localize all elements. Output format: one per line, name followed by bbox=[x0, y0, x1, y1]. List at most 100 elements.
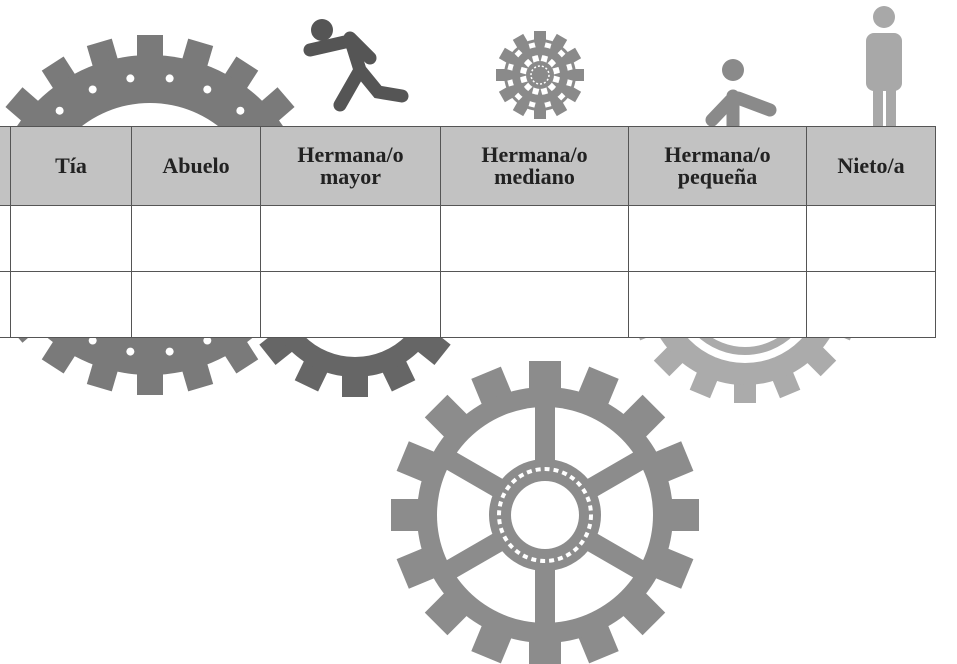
gear-tooth bbox=[534, 109, 546, 119]
gear-tooth bbox=[5, 87, 40, 122]
gear-tooth bbox=[417, 330, 451, 365]
gear-tooth bbox=[566, 86, 582, 103]
gear-dot bbox=[126, 74, 135, 83]
icon-head bbox=[873, 6, 895, 28]
gear-tooth bbox=[551, 33, 568, 49]
gear-dot bbox=[236, 106, 245, 115]
table-row bbox=[0, 271, 936, 338]
gear-tooth bbox=[391, 499, 419, 531]
gear-dot bbox=[88, 336, 97, 345]
gear-tooth bbox=[182, 362, 214, 392]
header-cell: Abuelo bbox=[131, 126, 261, 206]
table-row bbox=[0, 205, 936, 272]
cell bbox=[260, 205, 441, 272]
cell bbox=[10, 205, 132, 272]
cell bbox=[131, 271, 261, 338]
gear-tooth bbox=[498, 86, 514, 103]
gear-tooth bbox=[671, 499, 699, 531]
header-row: Tía Abuelo Hermana/o mayor Hermana/o mediano H… bbox=[0, 126, 936, 206]
header-text: Hermana/o bbox=[297, 142, 404, 167]
icon-body bbox=[705, 89, 777, 133]
header-text: Hermana/o bbox=[481, 142, 588, 167]
gear-dot bbox=[165, 347, 174, 356]
gear-tooth bbox=[86, 362, 118, 392]
gear-dot bbox=[203, 85, 212, 94]
gear-tooth bbox=[622, 592, 666, 636]
gear-tooth bbox=[512, 33, 529, 49]
gear-tooth bbox=[224, 340, 259, 374]
gear-tooth bbox=[734, 383, 756, 403]
icon-body bbox=[303, 31, 409, 112]
cell bbox=[440, 205, 629, 272]
header-cell: Tía bbox=[10, 126, 132, 206]
gear-hole bbox=[511, 481, 579, 549]
icon-head bbox=[722, 59, 744, 81]
runner-icon bbox=[303, 19, 409, 112]
icon-body bbox=[866, 33, 902, 91]
cell bbox=[10, 271, 132, 338]
cell bbox=[806, 205, 936, 272]
family-table: Tía Abuelo Hermana/o mayor Hermana/o mediano H… bbox=[0, 126, 936, 338]
gear-tooth bbox=[551, 101, 568, 117]
gear-dot bbox=[88, 85, 97, 94]
header-cell: Hermana/o mayor bbox=[260, 126, 441, 206]
gear-tooth bbox=[41, 56, 76, 90]
gear-tooth bbox=[424, 592, 468, 636]
walker-icon bbox=[705, 59, 777, 133]
gear-dash bbox=[530, 65, 550, 85]
gear-dot bbox=[126, 347, 135, 356]
gear-tooth bbox=[512, 101, 529, 117]
gear-tooth bbox=[424, 394, 468, 438]
gear-tooth bbox=[574, 69, 584, 81]
header-text: mayor bbox=[319, 164, 382, 189]
gear-ring bbox=[512, 47, 568, 103]
gear-tooth bbox=[653, 346, 684, 377]
gear-dash bbox=[497, 467, 593, 563]
cell bbox=[628, 271, 807, 338]
gear-tooth bbox=[342, 375, 368, 397]
header-cell: Nieto/a bbox=[806, 126, 936, 206]
gear-tooth bbox=[529, 641, 561, 664]
gear-tooth bbox=[224, 56, 259, 90]
gear-tooth bbox=[41, 340, 76, 374]
gear-tooth bbox=[566, 47, 582, 64]
gear bbox=[391, 361, 699, 664]
gear-tooth bbox=[534, 31, 546, 41]
gear-hub bbox=[526, 61, 554, 89]
cell bbox=[440, 271, 629, 338]
header-text: Hermana/o bbox=[664, 142, 771, 167]
gear-tooth bbox=[529, 361, 561, 389]
header-text: Abuelo bbox=[162, 153, 230, 178]
header-text: Nieto/a bbox=[837, 153, 905, 178]
cell bbox=[131, 205, 261, 272]
gear-tooth bbox=[496, 69, 506, 81]
gear-dot bbox=[165, 74, 174, 83]
gear-dot bbox=[203, 336, 212, 345]
cell bbox=[260, 271, 441, 338]
gear-tooth bbox=[182, 38, 214, 68]
gear bbox=[496, 31, 584, 119]
gear-tooth bbox=[498, 47, 514, 64]
gear-dot bbox=[55, 106, 64, 115]
cell bbox=[806, 271, 936, 338]
header-cell: Hermana/o mediano bbox=[440, 126, 629, 206]
gear-tooth bbox=[137, 35, 163, 57]
header-text: mediano bbox=[494, 164, 575, 189]
header-text: Tía bbox=[55, 153, 87, 178]
header-text: pequeña bbox=[677, 164, 758, 189]
gear-tooth bbox=[806, 346, 837, 377]
icon-leg bbox=[873, 80, 883, 126]
header-cell: Hermana/o pequeña bbox=[628, 126, 807, 206]
cell bbox=[0, 271, 11, 338]
icon-leg bbox=[886, 80, 896, 126]
gear-tooth bbox=[260, 87, 295, 122]
icon-head bbox=[311, 19, 333, 41]
gear-tooth bbox=[137, 373, 163, 395]
person-icon bbox=[866, 6, 902, 126]
cell bbox=[0, 205, 11, 272]
gear-tooth bbox=[86, 38, 118, 68]
header-cell bbox=[0, 126, 11, 206]
gear-tooth bbox=[622, 394, 666, 438]
gear-tooth bbox=[259, 330, 293, 365]
